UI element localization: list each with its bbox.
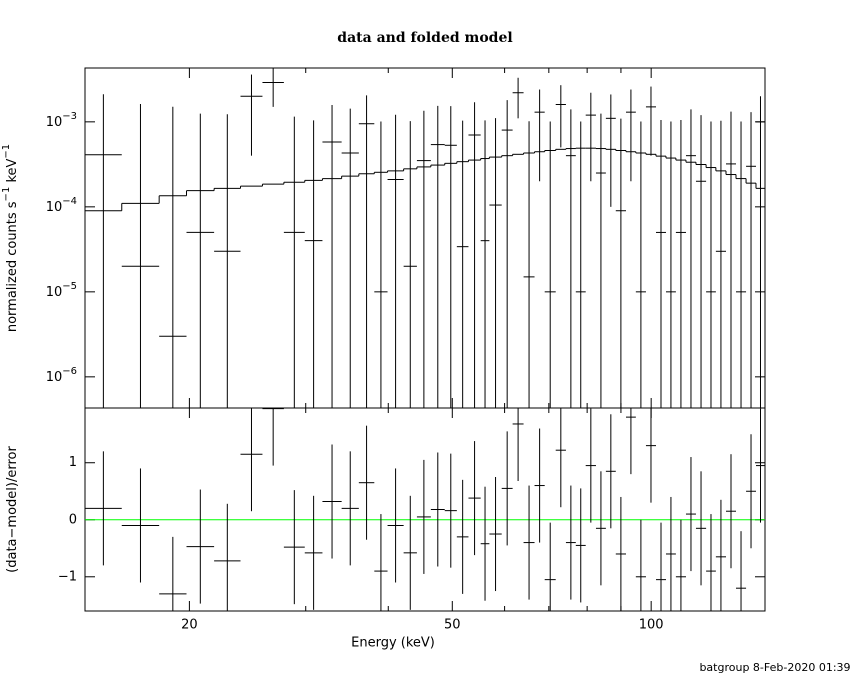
panel-frame xyxy=(84,407,766,612)
x-tick-label: 50 xyxy=(444,618,461,633)
y-tick-exponent: −5 xyxy=(62,281,77,292)
y-tick-exponent: −3 xyxy=(62,111,77,122)
y-axis-label-part: (data−model)/error xyxy=(5,446,20,573)
y-tick-exponent: −6 xyxy=(62,366,77,377)
x-axis-label: Energy (keV) xyxy=(351,636,435,651)
y-tick-exponent: −4 xyxy=(62,196,77,207)
y-tick-label: 10 xyxy=(46,369,63,384)
x-tick-label: 20 xyxy=(181,618,198,633)
chart-title: data and folded model xyxy=(337,30,512,46)
y-axis-label-part: −1 xyxy=(1,187,12,202)
y-tick-label: 10 xyxy=(46,114,63,129)
y-axis-label-part: keV xyxy=(5,158,20,186)
x-tick-label: 100 xyxy=(639,618,664,633)
y-tick-label: 10 xyxy=(46,199,63,214)
y-tick-label: 10−3 xyxy=(46,111,77,130)
y-tick-label: 10−4 xyxy=(46,196,77,215)
footer: batgroup 8-Feb-2020 01:39 xyxy=(699,661,850,674)
y-tick-label: −1 xyxy=(58,569,77,584)
y-axis-label: normalized counts s−1 keV−1 xyxy=(1,144,20,332)
y-tick-label: 0 xyxy=(69,512,77,527)
plot-area xyxy=(85,408,765,611)
y-tick-label: 1 xyxy=(69,455,77,470)
plot-area xyxy=(85,68,765,408)
y-axis-label-part: −1 xyxy=(1,144,12,159)
y-tick-label: 10−6 xyxy=(46,366,77,385)
y-tick-label: 10−5 xyxy=(46,281,77,300)
panel-frame xyxy=(84,67,766,409)
y-axis-label-part: normalized counts s xyxy=(5,201,20,332)
y-axis-label: (data−model)/error xyxy=(5,446,20,573)
y-tick-label: 10 xyxy=(46,284,63,299)
